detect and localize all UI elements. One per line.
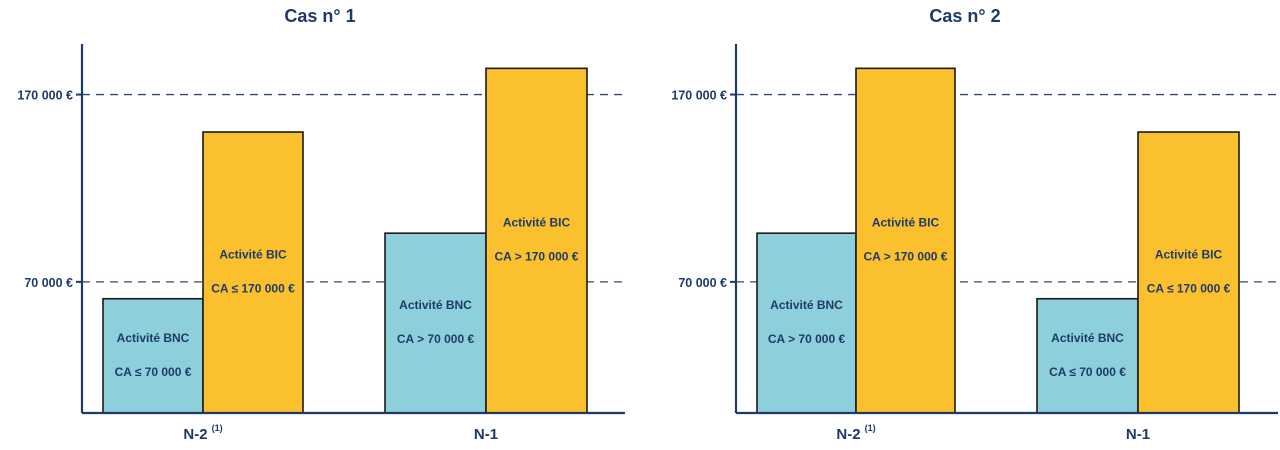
category-name: N-2 xyxy=(836,426,860,443)
category-superscript: (1) xyxy=(212,423,223,433)
bar-label: Activité BIC xyxy=(1155,248,1223,262)
bar-label: CA ≤ 170 000 € xyxy=(211,282,295,296)
bar-label: Activité BNC xyxy=(117,331,190,345)
chart-title: Cas n° 1 xyxy=(284,6,355,26)
category-superscript: (1) xyxy=(865,423,876,433)
bar-bic-n-1 xyxy=(1137,131,1240,414)
bar-label: Activité BIC xyxy=(872,216,940,230)
bar-bnc-n-1 xyxy=(384,232,487,414)
bar-bnc-n-2 xyxy=(102,297,204,414)
y-tick-label: 170 000 € xyxy=(671,89,727,103)
y-tick-label: 70 000 € xyxy=(678,276,727,290)
x-category-label: N-2 (1) xyxy=(183,423,222,443)
x-category-label: N-1 xyxy=(1126,426,1150,443)
bar-label: CA ≤ 170 000 € xyxy=(1147,282,1231,296)
bar-label: Activité BNC xyxy=(1051,331,1124,345)
x-category-label: N-1 xyxy=(474,426,498,443)
category-name: N-1 xyxy=(474,426,498,443)
bar-bic-n-2 xyxy=(855,67,956,414)
bar-bnc-n-2 xyxy=(756,232,857,414)
chart-panel-2: Cas n° 2 70 000 € 170 000 € Activité BNC CA … xyxy=(671,6,1278,443)
bar-label: CA > 170 000 € xyxy=(495,250,579,264)
bar-label: CA ≤ 70 000 € xyxy=(1049,365,1126,379)
category-name: N-2 xyxy=(183,426,207,443)
bar-label: Activité BNC xyxy=(399,298,472,312)
bar-label: Activité BIC xyxy=(503,216,571,230)
bar-label: Activité BIC xyxy=(219,248,287,262)
bar-label: CA ≤ 70 000 € xyxy=(115,365,192,379)
y-tick-label: 170 000 € xyxy=(17,89,73,103)
bar-bnc-n-1 xyxy=(1036,297,1139,414)
bar-label: CA > 70 000 € xyxy=(397,332,475,346)
category-name: N-1 xyxy=(1126,426,1150,443)
y-tick-label: 70 000 € xyxy=(24,276,73,290)
bar-label: Activité BNC xyxy=(770,298,843,312)
bar-bic-n-2 xyxy=(202,131,304,414)
x-category-label: N-2 (1) xyxy=(836,423,875,443)
chart-title: Cas n° 2 xyxy=(929,6,1000,26)
chart-panel-1: Cas n° 1 70 000 € 170 000 € Activité BNC CA … xyxy=(17,6,625,443)
bar-label: CA > 70 000 € xyxy=(768,332,846,346)
bar-bic-n-1 xyxy=(485,67,588,414)
bar-label: CA > 170 000 € xyxy=(864,250,948,264)
